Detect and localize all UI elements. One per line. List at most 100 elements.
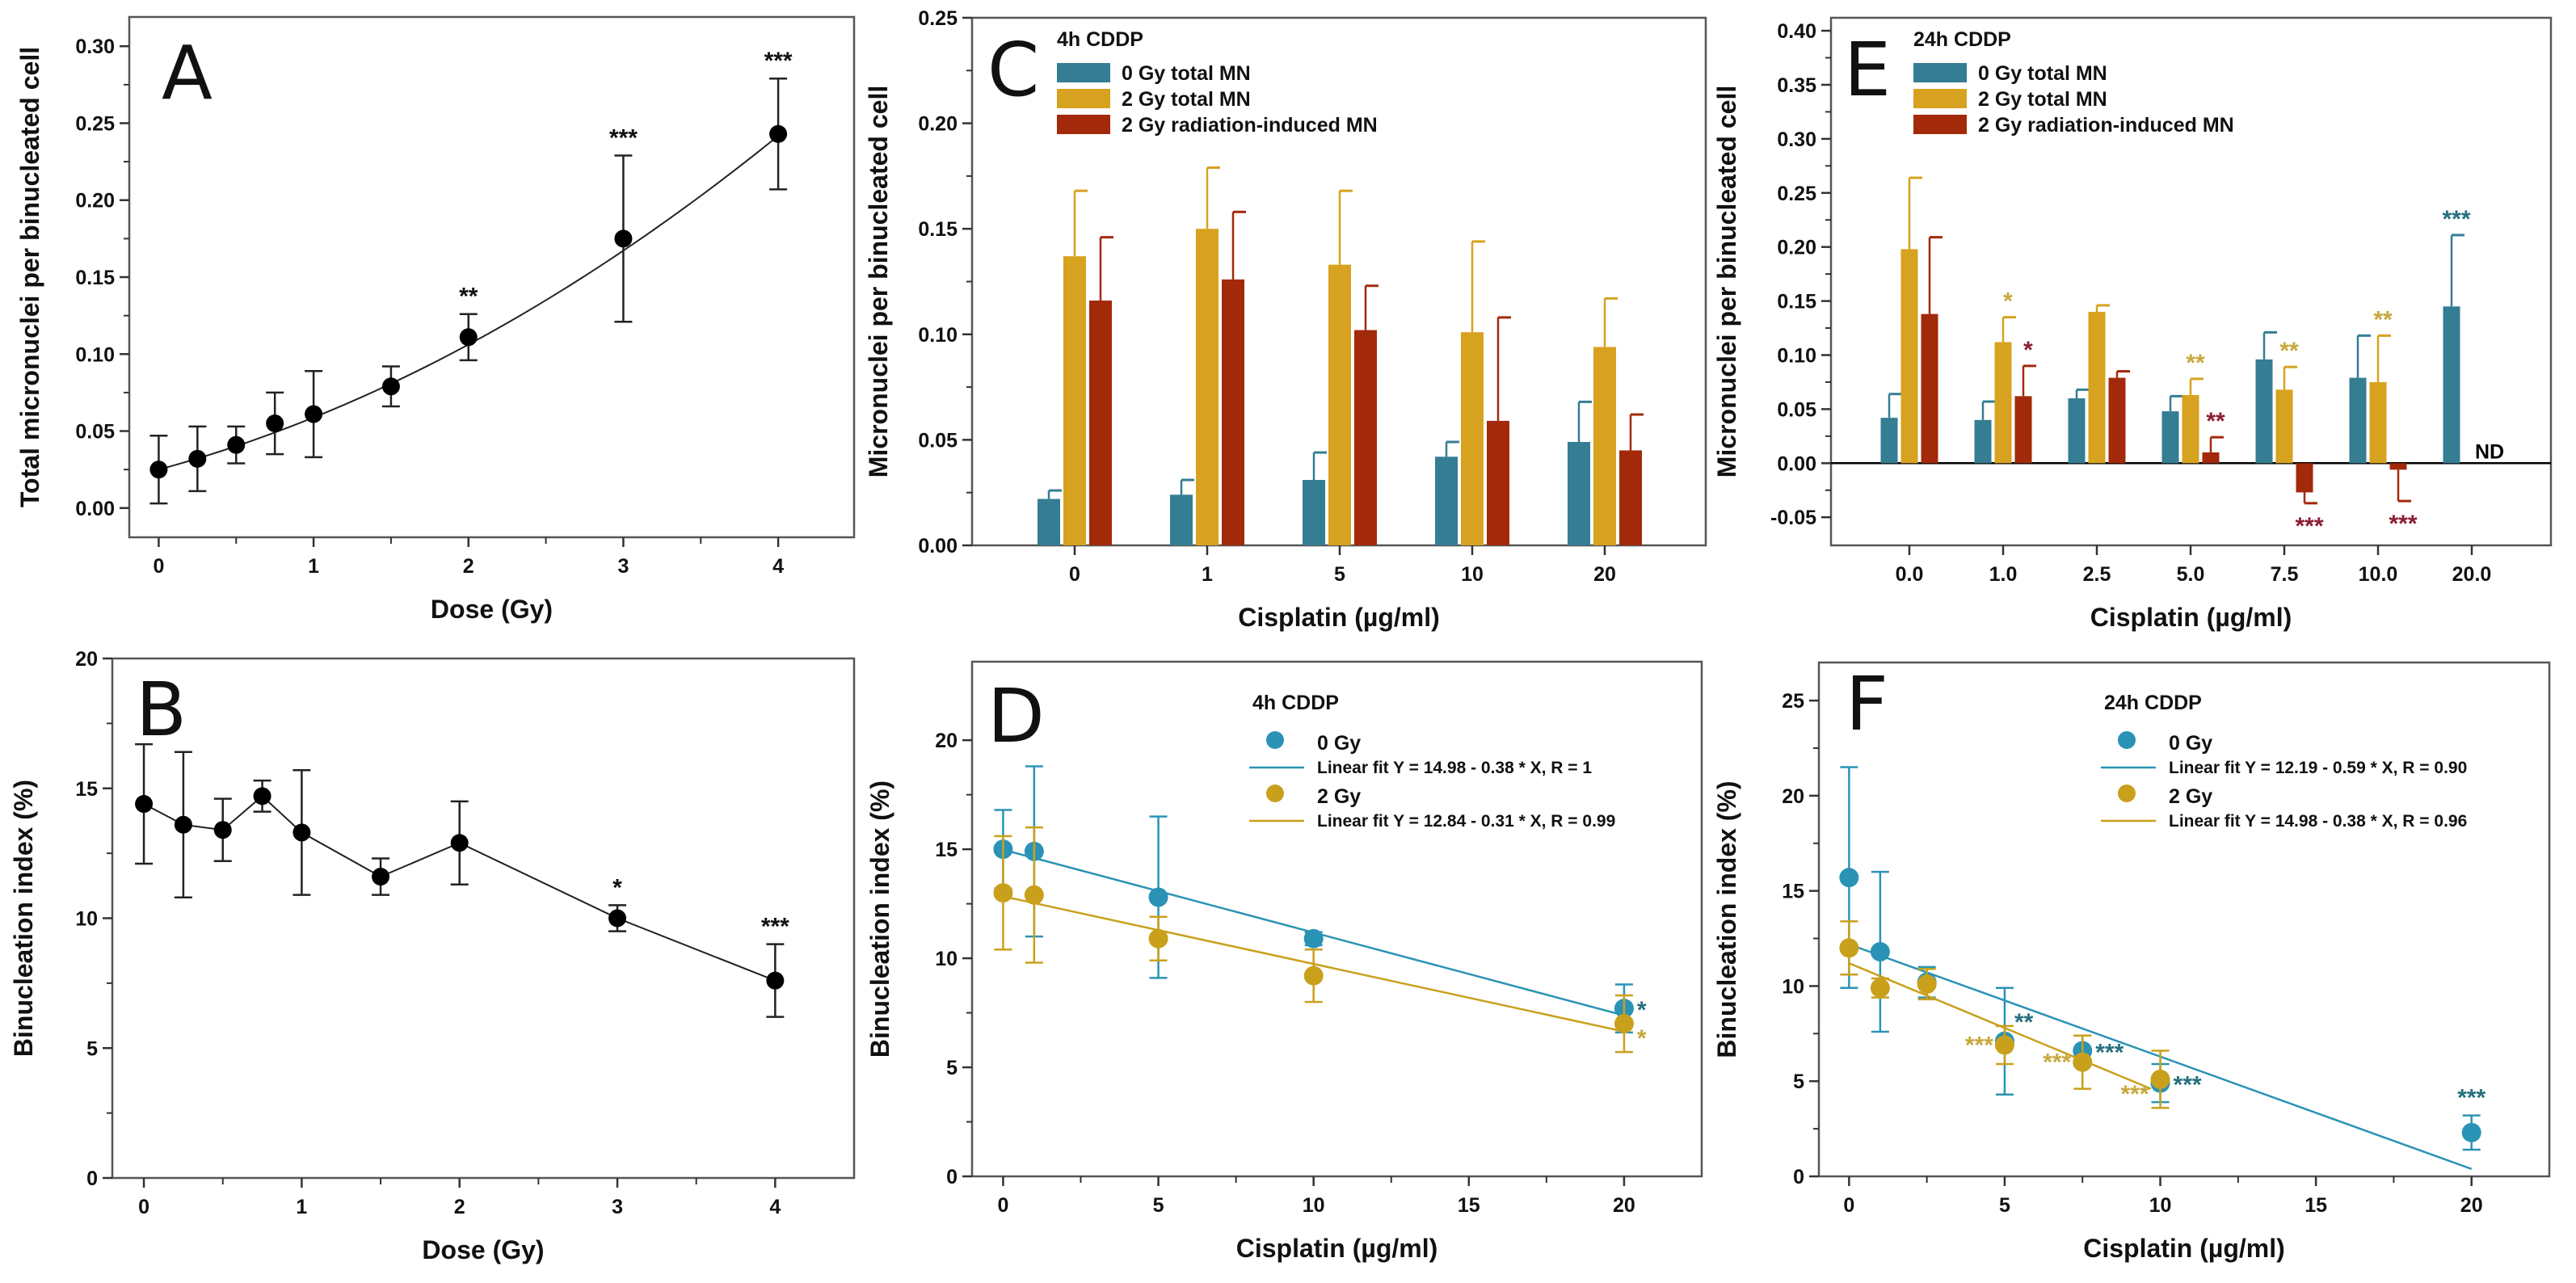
legend-swatch [1913,89,1967,108]
x-axis-label: Cisplatin (µg/ml) [1238,603,1440,632]
significance-marker: *** [764,48,793,74]
y-tick-label: 0.00 [918,535,958,557]
data-point [2461,1122,2481,1142]
y-axis-label: Micronuclei per binucleated cell [1712,86,1741,477]
legend-label: 2 Gy [2169,785,2212,808]
bar [1487,420,1509,545]
data-point [1024,885,1044,905]
data-point [1839,868,1859,888]
bar [1354,330,1377,545]
legend-swatch [1057,89,1110,108]
x-tick-label: 1 [1202,563,1213,586]
y-tick-label: 5 [1793,1071,1804,1093]
significance-marker: ** [2186,350,2205,376]
data-point [253,787,271,806]
plot-frame [111,657,856,1180]
bar [2068,398,2086,464]
bar [1880,418,1898,464]
x-tick-label: 0 [1843,1194,1854,1217]
x-tick-label: 15 [2305,1194,2327,1217]
legend-fit-label: Linear fit Y = 12.19 - 0.59 * X, R = 0.9… [2169,759,2467,777]
legend-label: 2 Gy total MN [1122,88,1251,111]
x-tick-label: 15 [1458,1194,1480,1217]
y-tick-label: 0.25 [1777,183,1816,205]
x-tick-label: 7.5 [2271,563,2299,586]
y-axis-label: Binucleation index (%) [9,780,38,1057]
data-point [769,124,788,143]
x-tick-label: 5 [1153,1194,1164,1217]
panel-letter: F [1846,661,1888,747]
bar [1328,264,1351,545]
y-tick-label: 0.40 [1777,20,1816,43]
bar [1900,249,1918,464]
x-tick-label: 10 [1461,563,1484,586]
y-tick-label: 15 [75,778,98,801]
legend-swatch [1913,115,1967,134]
significance-marker: * [1637,997,1647,1024]
bar [1974,419,1992,464]
y-tick-label: 0.05 [75,421,115,444]
significance-marker: *** [2457,1085,2486,1112]
significance-marker: *** [2095,1040,2124,1066]
panel-letter: B [136,667,187,753]
data-point [293,823,311,842]
y-axis-label: Micronuclei per binucleated cell [864,86,893,477]
x-tick-label: 0 [997,1194,1008,1217]
y-tick-label: 0.00 [1777,452,1816,475]
panel-f: 0 5 10 15 20 25 0 5 10 15 20 Cisplatin (µg/ml) Binuc… [1712,661,2551,1263]
data-point [1917,974,1937,995]
bar [2014,396,2032,464]
bar [2369,381,2387,464]
legend-marker [1266,731,1284,749]
data-point [149,461,168,479]
x-tick-label: 20 [1613,1194,1635,1217]
legend-marker [2118,785,2136,802]
legend-marker [1266,785,1284,802]
legend-label: 0 Gy [1317,732,1361,755]
legend-fit-label: Linear fit Y = 12.84 - 0.31 * X, R = 0.9… [1317,812,1615,831]
legend-label: 0 Gy total MN [1122,62,1251,85]
x-tick-label: 5.0 [2177,563,2205,586]
data-point [188,449,207,468]
y-tick-label: 0.35 [1777,74,1816,97]
legend-fit-label: Linear fit Y = 14.98 - 0.38 * X, R = 1 [1317,759,1592,777]
legend-title: 4h CDDP [1252,692,1339,714]
data-point [1148,887,1168,907]
significance-marker: ** [2373,306,2393,333]
legend-title: 24h CDDP [1913,28,2011,51]
legend-title: 4h CDDP [1057,28,1143,51]
x-tick-label: 4 [769,1196,781,1218]
significance-marker: *** [2121,1081,2149,1108]
significance-marker: * [2003,288,2013,315]
x-tick-label: 5 [1334,563,1345,586]
data-point [608,909,627,928]
legend-swatch [1913,63,1967,82]
data-point [266,414,284,433]
significance-marker: ** [2279,338,2299,364]
panel-letter: C [987,27,1039,113]
bar [2349,377,2367,464]
bar [1994,342,2012,464]
x-axis-label: Dose (Gy) [422,1235,544,1264]
data-point [1303,965,1324,986]
y-tick-label: 0.20 [1777,237,1816,259]
panel-letter: E [1844,27,1891,113]
significance-marker: *** [1965,1032,1993,1058]
y-tick-label: -0.05 [1770,507,1816,529]
bar [1222,279,1244,545]
legend-label: 0 Gy total MN [1978,62,2107,85]
legend-label: 2 Gy total MN [1978,88,2107,111]
bar [1619,450,1642,545]
data-point [1303,928,1324,949]
bar [2108,377,2126,464]
y-tick-label: 0.05 [1777,398,1816,421]
data-point [135,795,154,814]
data-point [993,883,1013,903]
plot-frame [1817,661,2551,1178]
data-point [450,834,469,852]
panel-e: -0.05 0.00 0.05 0.10 0.15 0.20 0.25 0.30 0.35 0.4… [1712,16,2553,632]
significance-marker: *** [2043,1050,2071,1076]
panel-d: 0 5 10 15 20 0 5 10 15 20 Cisplatin (µg/ml) Binucle… [865,660,1703,1263]
significance-marker: *** [2389,511,2417,537]
y-tick-label: 0.30 [1777,128,1816,151]
